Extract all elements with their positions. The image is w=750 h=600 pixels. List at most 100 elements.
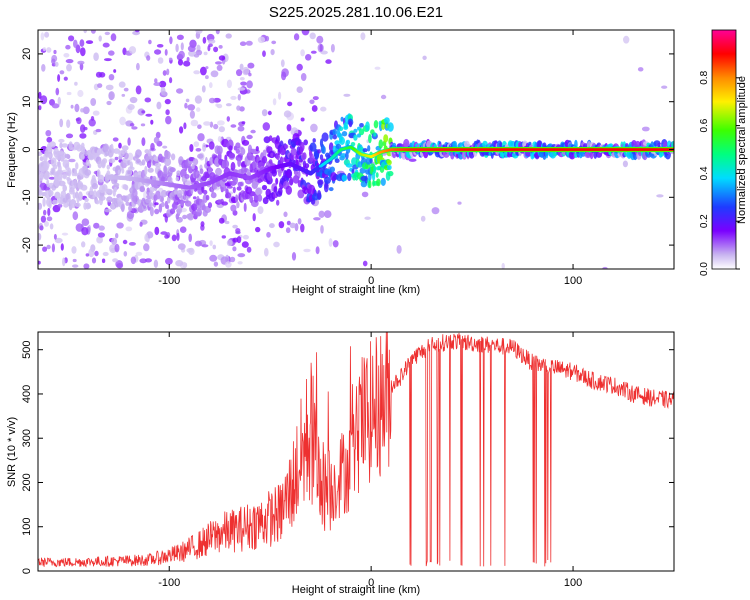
heatmap-cell xyxy=(166,68,170,76)
heatmap-cell xyxy=(236,105,241,111)
heatmap-cell xyxy=(257,206,264,215)
heatmap-cell xyxy=(80,108,85,113)
heatmap-cell xyxy=(380,94,387,100)
heatmap-cell xyxy=(68,35,75,42)
heatmap-cell xyxy=(343,125,349,130)
heatmap-cell xyxy=(157,57,164,64)
heatmap-cell xyxy=(246,80,253,89)
heatmap-cell xyxy=(245,40,253,46)
heatmap-cell xyxy=(153,82,161,86)
colorbar-label: Normalized spectral amplitude xyxy=(736,76,748,224)
heatmap-cell xyxy=(74,81,78,86)
heatmap-cell xyxy=(162,70,167,76)
heatmap-cell xyxy=(278,187,283,195)
heatmap-cell xyxy=(286,124,292,132)
heatmap-cell xyxy=(332,134,337,140)
heatmap-cell xyxy=(237,253,246,258)
heatmap-cell xyxy=(341,131,348,137)
heatmap-cell xyxy=(81,241,86,248)
heatmap-cell xyxy=(46,216,53,222)
heatmap-cell xyxy=(54,61,59,67)
heatmap-cell xyxy=(302,152,307,160)
heatmap-cell xyxy=(213,46,219,53)
heatmap-cell xyxy=(155,190,161,200)
heatmap-cell xyxy=(321,132,329,142)
heatmap-cell xyxy=(199,168,204,175)
heatmap-cell xyxy=(94,250,99,257)
heatmap-cell xyxy=(57,96,61,106)
heatmap-cell xyxy=(45,130,52,137)
heatmap-cell xyxy=(218,45,223,49)
heatmap-cell xyxy=(340,153,347,158)
heatmap-cell xyxy=(364,216,371,220)
heatmap-cell xyxy=(290,154,295,161)
heatmap-cell xyxy=(128,205,133,212)
x-tick-label: 0 xyxy=(368,275,374,287)
heatmap-cell xyxy=(268,135,273,142)
heatmap-cell xyxy=(272,98,277,106)
heatmap-cell xyxy=(284,144,289,149)
y-tick-label: -20 xyxy=(21,237,33,253)
heatmap-cell xyxy=(325,59,332,64)
heatmap-cell xyxy=(622,160,629,168)
heatmap-cell xyxy=(358,128,365,136)
heatmap-cell xyxy=(362,148,368,153)
heatmap-cell xyxy=(309,153,314,163)
heatmap-cell xyxy=(283,110,292,118)
heatmap-cell xyxy=(177,243,186,250)
spectrogram-heatmap xyxy=(38,30,674,269)
heatmap-cell xyxy=(253,193,259,203)
heatmap-cell xyxy=(179,226,187,233)
heatmap-cell xyxy=(316,35,324,44)
heatmap-cell xyxy=(156,101,162,110)
heatmap-cell xyxy=(118,81,126,88)
heatmap-cell xyxy=(197,124,202,129)
heatmap-cell xyxy=(248,72,252,77)
heatmap-cell xyxy=(85,159,90,167)
heatmap-cell xyxy=(79,62,84,71)
heatmap-cell xyxy=(160,189,168,198)
heatmap-cell xyxy=(91,183,98,190)
heatmap-cell xyxy=(155,131,161,139)
heatmap-cell xyxy=(312,96,319,101)
figure-title: S225.2025.281.10.06.E21 xyxy=(269,4,443,21)
heatmap-cell xyxy=(148,202,153,208)
heatmap-cell xyxy=(367,145,371,152)
heatmap-cell xyxy=(62,173,67,180)
heatmap-cell xyxy=(129,161,133,170)
heatmap-cell xyxy=(237,261,243,265)
heatmap-cell xyxy=(300,73,307,81)
heatmap-cell xyxy=(172,201,178,210)
heatmap-cell xyxy=(113,186,118,193)
heatmap-cell xyxy=(315,246,320,255)
heatmap-cell xyxy=(250,129,256,134)
heatmap-cell xyxy=(408,158,417,162)
heatmap-cell xyxy=(314,150,319,160)
heatmap-cell xyxy=(165,257,173,265)
heatmap-cell xyxy=(201,85,206,93)
heatmap-cell xyxy=(59,142,63,149)
heatmap-cell xyxy=(48,153,53,159)
heatmap-cell xyxy=(66,119,71,128)
heatmap-cell xyxy=(144,165,148,176)
heatmap-cell xyxy=(98,195,106,201)
y-tick-label: 100 xyxy=(21,518,33,536)
heatmap-cell xyxy=(320,106,327,112)
heatmap-cell xyxy=(255,226,261,233)
heatmap-cell xyxy=(97,232,105,238)
heatmap-cell xyxy=(305,54,312,61)
heatmap-cell xyxy=(106,188,113,194)
y-tick-label: -10 xyxy=(21,189,33,205)
heatmap-cell xyxy=(62,257,66,267)
heatmap-cell xyxy=(114,243,120,253)
heatmap-cell xyxy=(205,66,209,70)
heatmap-cell xyxy=(431,207,440,215)
snr-y-label: SNR (10 * v/v) xyxy=(6,417,18,487)
heatmap-cell xyxy=(98,35,102,42)
heatmap-cell xyxy=(169,36,173,45)
heatmap-cell xyxy=(373,120,379,129)
heatmap-cell xyxy=(111,237,118,245)
heatmap-cell xyxy=(64,153,70,159)
heatmap-cell xyxy=(189,110,195,119)
